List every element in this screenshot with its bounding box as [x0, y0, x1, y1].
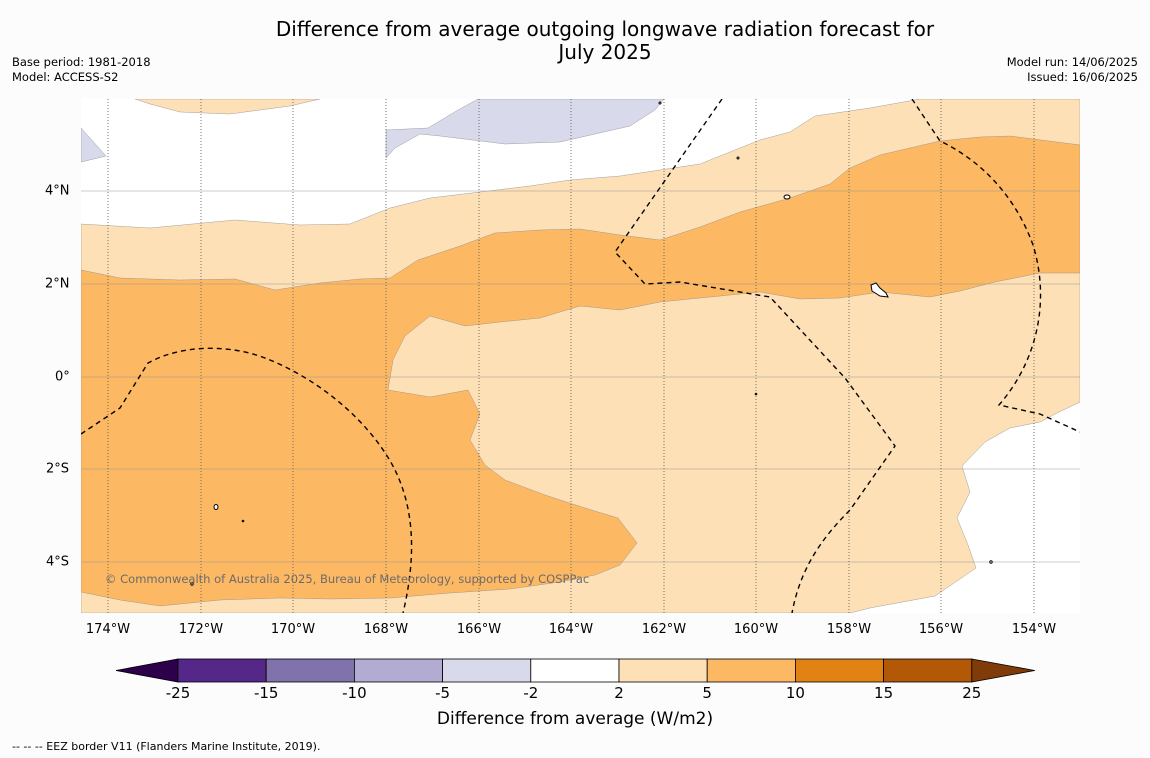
- lon-label-174w: 174°W: [85, 622, 131, 637]
- colorbar-tick-label: 2: [614, 684, 624, 702]
- colorbar-segment-8: [883, 658, 973, 683]
- run-info: Model run: 14/06/2025 Issued: 16/06/2025: [1007, 55, 1138, 85]
- lon-label-154w: 154°W: [1011, 622, 1057, 637]
- lon-label-170w: 170°W: [270, 622, 316, 637]
- colorbar-segment-6: [706, 658, 796, 683]
- title-line-1: Difference from average outgoing longwav…: [275, 17, 935, 41]
- islands: [190, 101, 993, 586]
- map-svg: [81, 99, 1080, 613]
- eez-legend-note: -- -- -- EEZ border V11 (Flanders Marine…: [12, 740, 321, 753]
- anomaly-region-neg5-to-neg2-a: [81, 127, 107, 163]
- colorbar-tick-label: -15: [253, 684, 279, 702]
- model-info: Base period: 1981-2018 Model: ACCESS-S2: [12, 55, 151, 85]
- base-period: Base period: 1981-2018: [12, 55, 151, 69]
- colorbar-tick-label: -2: [523, 684, 539, 702]
- lon-label-172w: 172°W: [178, 622, 224, 637]
- title-line-2: July 2025: [558, 40, 652, 64]
- anomaly-region-5-to-10: [81, 135, 1080, 607]
- lat-label-4n: 4°N: [45, 183, 70, 199]
- map-area: © Commonwealth of Australia 2025, Bureau…: [81, 99, 1080, 613]
- colorbar-extend-low: [115, 658, 179, 683]
- lon-label-162w: 162°W: [641, 622, 687, 637]
- colorbar-title: Difference from average (W/m2): [436, 709, 714, 729]
- copyright-notice: © Commonwealth of Australia 2025, Bureau…: [105, 572, 590, 586]
- colorbar-segment-3: [442, 658, 532, 683]
- lon-label-164w: 164°W: [548, 622, 594, 637]
- colorbar-segment-7: [795, 658, 885, 683]
- model-run-date: Model run: 14/06/2025: [1006, 55, 1138, 69]
- colorbar-segment-2: [353, 658, 443, 683]
- map-title: Difference from average outgoing longwav…: [230, 18, 980, 64]
- colorbar-tick-label: 10: [785, 684, 805, 702]
- colorbar-tick-label: -5: [435, 684, 451, 702]
- latitude-gridlines: [81, 190, 1080, 563]
- anomaly-region-2-to-5-top: [134, 99, 321, 115]
- colorbar-segment-0: [177, 658, 267, 683]
- lat-label-4s: 4°S: [46, 554, 70, 570]
- colorbar-tick-label: -25: [165, 684, 191, 702]
- lat-label-2n: 2°N: [45, 276, 70, 292]
- colorbar-tick-label: 15: [874, 684, 894, 702]
- lon-label-158w: 158°W: [826, 622, 872, 637]
- colorbar-extend-high: [971, 658, 1035, 683]
- colorbar-tick-label: 25: [962, 684, 982, 702]
- colorbar: [115, 658, 1035, 683]
- lon-label-166w: 166°W: [456, 622, 502, 637]
- colorbar-segment-5: [618, 658, 708, 683]
- lat-label-2s: 2°S: [46, 461, 70, 477]
- lat-label-equator: 0°: [55, 369, 70, 385]
- anomaly-region-neg5-to-neg2-b: [385, 99, 665, 159]
- lon-label-156w: 156°W: [918, 622, 964, 637]
- eez-borders: [81, 99, 1080, 613]
- colorbar-segment-1: [265, 658, 355, 683]
- colorbar-segment-4: [530, 658, 620, 683]
- colorbar-tick-label: -10: [342, 684, 367, 702]
- issued-date: Issued: 16/06/2025: [1027, 70, 1138, 84]
- lon-label-168w: 168°W: [363, 622, 409, 637]
- colorbar-tick-label: 5: [702, 684, 712, 702]
- lon-label-160w: 160°W: [733, 622, 779, 637]
- colorbar-segments: [115, 658, 1035, 683]
- model-name: Model: ACCESS-S2: [12, 70, 119, 84]
